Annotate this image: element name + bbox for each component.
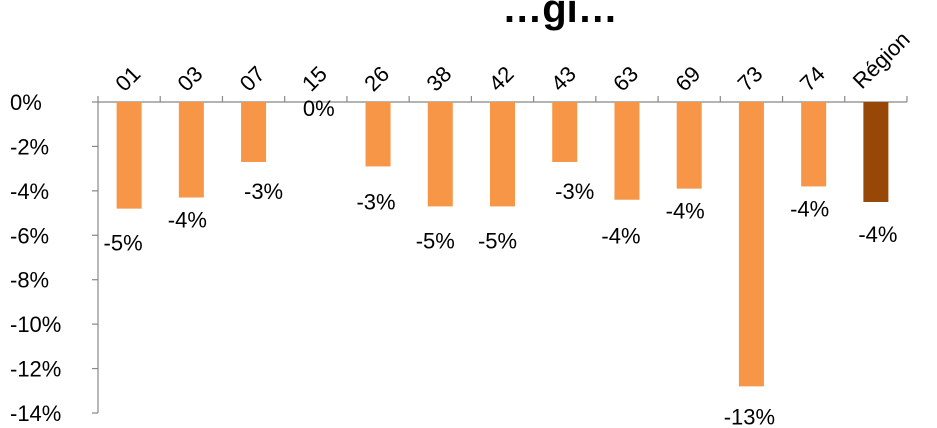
bar [116,102,142,209]
data-labels: -5% -4% -3% 0% -3% -5% -5% -3% -4% -4% -13% -4% -4% [104,96,898,428]
x-tick-label: 69 [670,61,705,96]
data-label: -13% [724,404,775,428]
x-tick-label: 42 [484,61,519,96]
data-label: -3% [244,179,283,204]
data-label: -4% [601,224,640,249]
bar [552,102,578,162]
chart-title: …gi… [502,0,618,31]
x-axis [97,96,908,103]
x-tick-label: 26 [359,61,394,96]
data-label: -4% [790,196,829,221]
y-tick-label: -6% [10,223,49,248]
y-tick-label: -10% [10,312,61,337]
x-tick-label: 38 [421,61,456,96]
y-tick-label: -12% [10,357,61,382]
bar [241,102,267,162]
x-tick-label: 07 [235,61,270,96]
data-label: -5% [104,231,143,256]
bar [490,102,515,207]
data-label: -3% [555,179,594,204]
bar [614,102,640,200]
x-tick-label: Région [848,27,915,94]
bar [427,102,453,207]
data-label: 0% [303,96,335,121]
y-tick-label: 0% [10,90,42,115]
data-label: -4% [168,208,207,233]
y-tick-label: -8% [10,268,49,293]
bars [116,102,889,387]
x-tick-label: 01 [110,61,145,96]
data-label: -4% [666,199,705,224]
bar [863,102,889,202]
bar [676,102,702,189]
x-tick-label: 73 [733,61,768,96]
y-tick-label: -4% [10,179,49,204]
x-tick-label: 63 [608,61,643,96]
x-tick-label: 03 [173,61,208,96]
bar [178,102,204,198]
data-label: -5% [416,228,455,253]
x-tick-label: 74 [795,61,830,96]
y-tick-label: -14% [10,401,61,426]
data-label: -4% [858,222,897,247]
x-tick-label: 43 [546,61,581,96]
bar [801,102,827,187]
bar [365,102,391,167]
data-label: -5% [478,228,517,253]
y-tick-label: -2% [10,134,49,159]
x-tick-labels: 01 03 07 15 26 38 42 43 63 69 73 74 Région [110,27,914,97]
x-tick-label: 15 [297,61,332,96]
y-axis: 0% -2% -4% -6% -8% -10% -12% -14% [10,90,99,426]
bar [738,102,764,387]
data-label: -3% [356,189,395,214]
